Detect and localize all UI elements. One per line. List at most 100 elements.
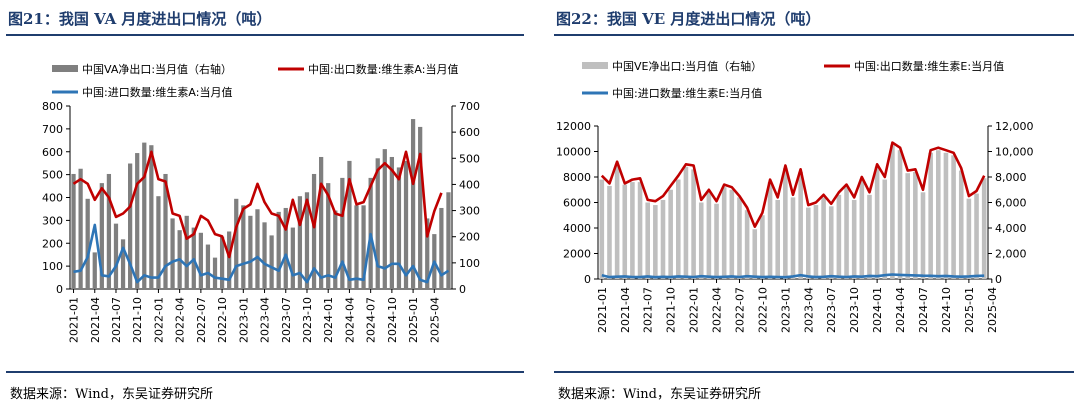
bar bbox=[219, 236, 225, 289]
right-tick-label: 12,000 bbox=[995, 120, 1034, 133]
right-tick-label: 6,000 bbox=[995, 197, 1027, 210]
bar bbox=[326, 183, 331, 289]
bar bbox=[319, 156, 324, 289]
bar bbox=[821, 197, 826, 279]
left-tick-label: 800 bbox=[42, 100, 63, 113]
bar bbox=[241, 205, 246, 289]
right-tick-label: 10,000 bbox=[995, 146, 1034, 159]
bar bbox=[403, 160, 409, 289]
bar bbox=[936, 150, 941, 279]
bar bbox=[920, 192, 926, 279]
bar bbox=[851, 199, 857, 279]
bar bbox=[974, 193, 979, 279]
bar bbox=[149, 145, 154, 289]
bar bbox=[255, 209, 260, 289]
x-tick-label: 2023-01 bbox=[237, 297, 250, 343]
series-line bbox=[600, 141, 986, 228]
x-tick-label: 2022-10 bbox=[216, 297, 229, 343]
left-tick-label: 0 bbox=[584, 273, 591, 286]
bar bbox=[790, 197, 796, 279]
bar bbox=[836, 194, 842, 279]
bar bbox=[283, 207, 288, 289]
bar bbox=[446, 192, 451, 289]
bar bbox=[361, 205, 366, 289]
va-chart-panel: 图21：我国 VA 月度进出口情况（吨） 中国VA净出口:当月值（右轴） 中国:出… bbox=[0, 0, 530, 420]
right-tick-label: 300 bbox=[459, 205, 480, 218]
series-line bbox=[73, 223, 450, 284]
bar bbox=[897, 150, 903, 279]
bar bbox=[425, 218, 430, 289]
bar bbox=[269, 235, 274, 289]
series-line bbox=[72, 150, 443, 259]
left-tick-label: 700 bbox=[42, 123, 63, 136]
source-rule bbox=[554, 371, 1074, 373]
x-tick-label: 2022-04 bbox=[711, 287, 724, 333]
bar bbox=[744, 210, 750, 279]
x-tick-label: 2023-04 bbox=[802, 287, 815, 333]
x-tick-label: 2023-10 bbox=[301, 297, 314, 343]
bar bbox=[92, 252, 97, 289]
x-tick-label: 2023-07 bbox=[280, 297, 293, 343]
bar bbox=[599, 179, 605, 279]
left-tick-label: 100 bbox=[42, 260, 63, 273]
left-tick-label: 200 bbox=[42, 237, 63, 250]
bar bbox=[760, 215, 765, 279]
bar bbox=[981, 178, 987, 279]
bar bbox=[775, 199, 780, 279]
x-tick-label: 2022-07 bbox=[733, 287, 746, 333]
bar bbox=[683, 166, 689, 279]
x-tick-label: 2024-10 bbox=[386, 297, 399, 343]
bar bbox=[85, 198, 90, 289]
bar bbox=[120, 239, 126, 289]
chart-source: 数据来源：Wind，东吴证券研究所 bbox=[10, 387, 213, 402]
bar bbox=[198, 232, 203, 289]
bar bbox=[813, 205, 819, 279]
left-tick-label: 6000 bbox=[563, 197, 591, 210]
bar bbox=[928, 152, 933, 279]
ve-chart-svg: 中国VE净出口:当月值（右轴） 中国:出口数量:维生素E:当月值中国:进口数量:维… bbox=[556, 59, 1034, 333]
x-tick-label: 2021-07 bbox=[642, 287, 655, 333]
legend: 中国VA净出口:当月值（右轴） 中国:出口数量:维生素A:当月值中国:进口数量:维… bbox=[52, 62, 458, 99]
bar bbox=[113, 223, 119, 289]
bar bbox=[882, 179, 888, 279]
bar bbox=[729, 189, 735, 279]
right-tick-label: 100 bbox=[459, 257, 480, 270]
title-rule bbox=[554, 34, 1074, 36]
x-tick-label: 2022-01 bbox=[152, 297, 165, 343]
left-tick-label: 0 bbox=[56, 283, 63, 296]
bar bbox=[347, 160, 352, 289]
left-tick-label: 2000 bbox=[563, 248, 591, 261]
x-tick-label: 2022-01 bbox=[688, 287, 701, 333]
bar bbox=[163, 173, 168, 289]
legend-label: 中国:进口数量:维生素E:当月值 bbox=[612, 86, 762, 100]
x-tick-label: 2022-10 bbox=[756, 287, 769, 333]
bar bbox=[706, 192, 712, 279]
bar bbox=[614, 164, 620, 279]
bar bbox=[248, 215, 253, 289]
right-tick-label: 8,000 bbox=[995, 171, 1027, 184]
right-tick-label: 500 bbox=[459, 152, 480, 165]
left-tick-label: 400 bbox=[42, 192, 63, 205]
x-tick-label: 2024-04 bbox=[894, 287, 907, 333]
bar bbox=[128, 163, 133, 289]
bar bbox=[737, 197, 742, 279]
title-rule bbox=[6, 34, 524, 36]
bar bbox=[184, 215, 189, 289]
bar bbox=[913, 171, 918, 279]
bar bbox=[859, 179, 865, 279]
bar bbox=[156, 196, 161, 289]
right-tick-label: 400 bbox=[459, 178, 480, 191]
bar bbox=[714, 203, 719, 279]
legend-label: 中国VE净出口:当月值（右轴） bbox=[612, 59, 762, 73]
bar bbox=[798, 171, 803, 279]
left-tick-label: 300 bbox=[42, 214, 63, 227]
bar bbox=[354, 205, 359, 289]
x-tick-label: 2021-04 bbox=[89, 297, 102, 343]
x-tick-label: 2022-04 bbox=[174, 297, 187, 343]
bar bbox=[645, 202, 650, 279]
bar bbox=[951, 155, 956, 279]
bar bbox=[170, 218, 175, 289]
bar bbox=[607, 185, 612, 279]
bar bbox=[311, 173, 317, 289]
bar bbox=[905, 173, 910, 279]
